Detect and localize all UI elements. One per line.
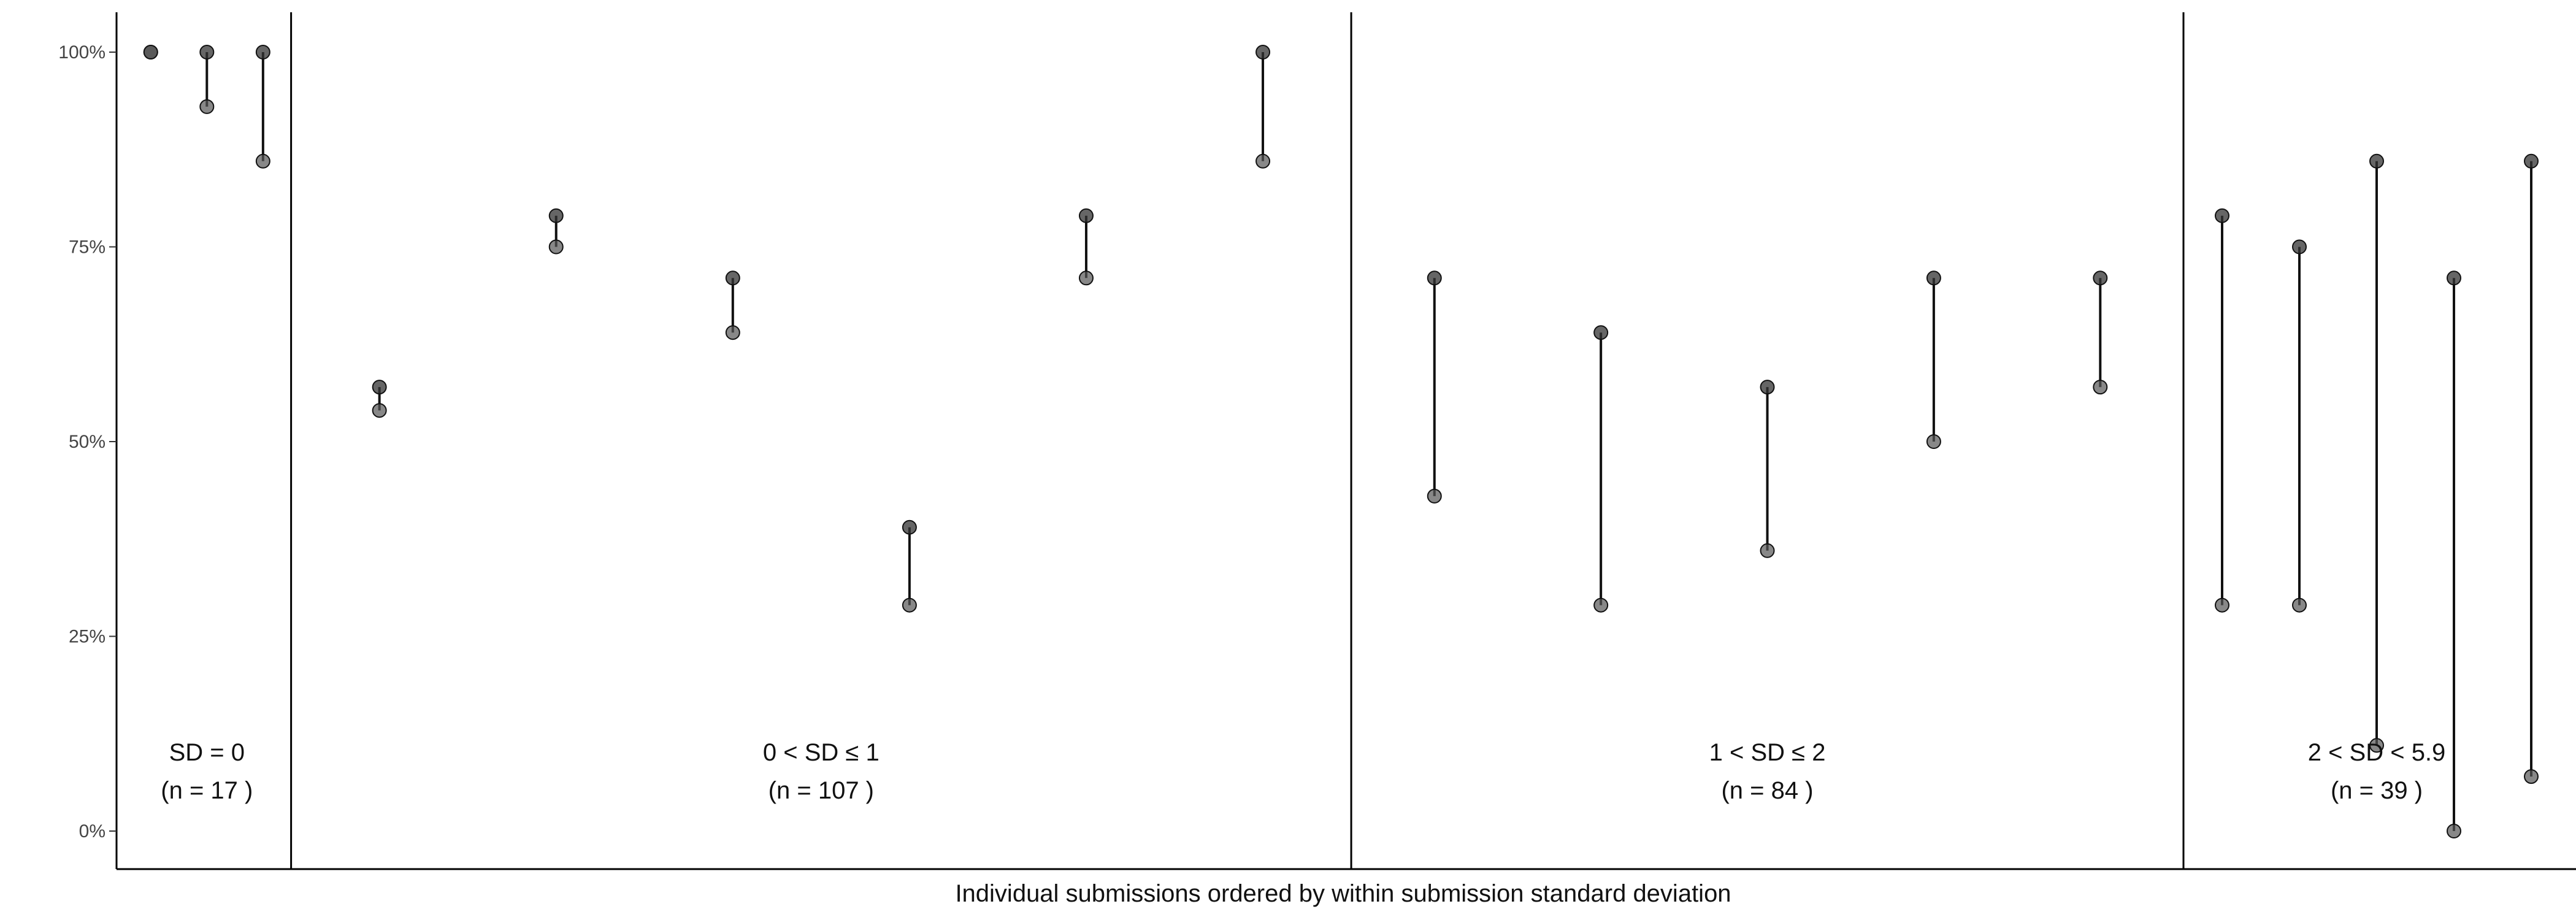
submission-min-point <box>2369 738 2384 753</box>
submission-max-point <box>255 45 270 59</box>
y-tick-label: 25% <box>69 627 105 647</box>
submission-min-point <box>1427 488 1442 504</box>
submission-min-point <box>548 239 564 255</box>
submission-min-point <box>2524 769 2539 784</box>
submission-max-point <box>2093 270 2108 286</box>
submission-min-point <box>2093 380 2108 395</box>
group-count-label: (n = 84 ) <box>1721 777 1813 804</box>
submission-min-point <box>1078 270 1094 286</box>
submission-max-point <box>199 45 215 59</box>
submission-min-point <box>372 403 387 418</box>
submission-max-point <box>1078 208 1094 223</box>
group-label: 0 < SD ≤ 1 <box>763 739 880 766</box>
submission-max-point <box>2447 270 2461 286</box>
submission-min-point <box>199 99 215 114</box>
submission-min-point <box>255 153 270 169</box>
submission-min-point <box>725 325 740 340</box>
submission-max-point <box>1760 380 1775 395</box>
submission-max-point <box>2292 239 2307 255</box>
y-tick-label: 0% <box>79 821 105 841</box>
chart-marks <box>143 45 2539 838</box>
submission-max-point <box>2215 208 2229 223</box>
submission-min-point <box>1760 543 1775 558</box>
submission-max-point <box>2524 153 2539 169</box>
submission-min-point <box>1255 153 1271 169</box>
y-tick-label: 100% <box>58 42 105 63</box>
submission-max-point <box>725 270 740 286</box>
group-labels: SD = 0 (n = 17 ) 0 < SD ≤ 1 (n = 107 ) 1 < S… <box>161 12 2445 869</box>
submission-max-point <box>1427 270 1442 286</box>
y-axis: 0% 25% 50% 75% 100% <box>58 12 2576 870</box>
group-count-label: (n = 107 ) <box>769 777 874 804</box>
y-tick-label: 50% <box>69 432 105 452</box>
submission-max-point <box>2369 153 2384 169</box>
x-axis-title: Individual submissions ordered by within… <box>955 880 1731 907</box>
submission-max-point <box>1255 45 1271 59</box>
submission-min-point <box>2292 597 2307 613</box>
submission-min-point <box>2215 597 2229 613</box>
submission-min-point <box>1926 434 1941 449</box>
submission-min-point <box>1593 597 1609 613</box>
group-count-label: (n = 17 ) <box>161 777 253 804</box>
group-label: SD = 0 <box>169 739 245 766</box>
y-tick-label: 75% <box>69 237 105 258</box>
group-label: 1 < SD ≤ 2 <box>1709 739 1826 766</box>
submission-max-point <box>1593 325 1609 340</box>
submission-min-point <box>143 45 158 59</box>
group-count-label: (n = 39 ) <box>2331 777 2423 804</box>
submission-max-point <box>1926 270 1941 286</box>
submission-max-point <box>548 208 564 223</box>
submission-max-point <box>902 519 917 535</box>
submission-min-point <box>902 597 917 613</box>
group-label: 2 < SD < 5.9 <box>2308 739 2446 766</box>
submission-max-point <box>372 380 387 395</box>
submission-min-point <box>2447 824 2461 838</box>
